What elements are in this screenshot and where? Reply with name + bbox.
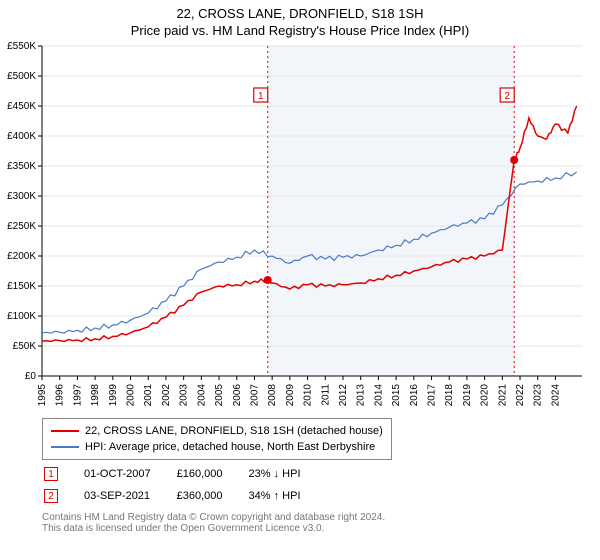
legend: 22, CROSS LANE, DRONFIELD, S18 1SH (deta…	[42, 418, 392, 460]
transaction-marker: 2	[44, 489, 58, 503]
svg-text:£100K: £100K	[7, 311, 36, 322]
svg-text:£300K: £300K	[7, 191, 36, 202]
price-chart: £0 £50K £100K £150K £200K £250K £300K £350K £400…	[0, 0, 600, 418]
svg-text:2017: 2017	[427, 384, 438, 407]
svg-text:2020: 2020	[480, 384, 491, 407]
svg-text:2005: 2005	[214, 384, 225, 407]
transaction-marker: 1	[44, 467, 58, 481]
legend-label: HPI: Average price, detached house, Nort…	[85, 441, 375, 453]
svg-text:2001: 2001	[143, 384, 154, 407]
svg-text:£250K: £250K	[7, 221, 36, 232]
transaction-row: 2 03-SEP-2021£360,00034% ↑ HPI	[44, 486, 325, 506]
svg-text:£550K: £550K	[7, 41, 36, 52]
svg-text:2024: 2024	[550, 384, 561, 407]
svg-text:2016: 2016	[409, 384, 420, 407]
svg-text:2002: 2002	[161, 384, 172, 407]
svg-text:1996: 1996	[55, 384, 66, 407]
svg-text:2019: 2019	[462, 384, 473, 407]
svg-text:2013: 2013	[356, 384, 367, 407]
legend-swatch	[51, 430, 79, 432]
svg-text:£450K: £450K	[7, 101, 36, 112]
footer-attribution: Contains HM Land Registry data © Crown c…	[42, 512, 385, 534]
svg-text:2018: 2018	[444, 384, 455, 407]
svg-text:£350K: £350K	[7, 161, 36, 172]
transaction-price: £160,000	[177, 464, 247, 484]
svg-text:2015: 2015	[391, 384, 402, 407]
svg-text:2010: 2010	[303, 384, 314, 407]
svg-text:2014: 2014	[373, 384, 384, 407]
svg-text:£200K: £200K	[7, 251, 36, 262]
svg-text:£0: £0	[25, 371, 37, 382]
svg-text:2022: 2022	[515, 384, 526, 407]
svg-text:1998: 1998	[90, 384, 101, 407]
svg-text:1: 1	[258, 91, 264, 102]
legend-item: HPI: Average price, detached house, Nort…	[51, 439, 383, 455]
transaction-date: 03-SEP-2021	[84, 486, 175, 506]
transaction-date: 01-OCT-2007	[84, 464, 175, 484]
svg-text:2004: 2004	[196, 384, 207, 407]
svg-text:2021: 2021	[497, 384, 508, 407]
legend-swatch	[51, 446, 79, 448]
transaction-price: £360,000	[177, 486, 247, 506]
svg-text:1999: 1999	[108, 384, 119, 407]
transaction-delta: 23% ↓ HPI	[249, 464, 325, 484]
transaction-delta: 34% ↑ HPI	[249, 486, 325, 506]
svg-text:2000: 2000	[126, 384, 137, 407]
footer-line-2: This data is licensed under the Open Gov…	[42, 523, 385, 534]
svg-text:2012: 2012	[338, 384, 349, 407]
svg-text:2003: 2003	[179, 384, 190, 407]
svg-text:£50K: £50K	[13, 341, 37, 352]
svg-text:1995: 1995	[37, 384, 48, 407]
svg-text:1997: 1997	[72, 384, 83, 407]
footer-line-1: Contains HM Land Registry data © Crown c…	[42, 512, 385, 523]
svg-text:2008: 2008	[267, 384, 278, 407]
svg-text:2011: 2011	[320, 384, 331, 406]
svg-text:£500K: £500K	[7, 71, 36, 82]
svg-text:2006: 2006	[232, 384, 243, 407]
svg-text:2: 2	[504, 91, 510, 102]
legend-item: 22, CROSS LANE, DRONFIELD, S18 1SH (deta…	[51, 423, 383, 439]
legend-label: 22, CROSS LANE, DRONFIELD, S18 1SH (deta…	[85, 425, 383, 437]
svg-text:2023: 2023	[533, 384, 544, 407]
transactions-table: 1 01-OCT-2007£160,00023% ↓ HPI 2 03-SEP-202…	[42, 462, 327, 508]
svg-text:£150K: £150K	[7, 281, 36, 292]
transaction-row: 1 01-OCT-2007£160,00023% ↓ HPI	[44, 464, 325, 484]
svg-text:2007: 2007	[249, 384, 260, 407]
svg-text:2009: 2009	[285, 384, 296, 407]
svg-text:£400K: £400K	[7, 131, 36, 142]
